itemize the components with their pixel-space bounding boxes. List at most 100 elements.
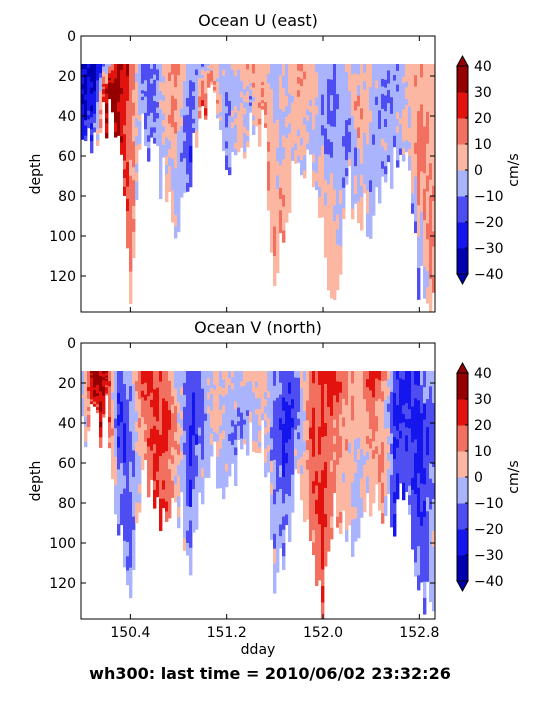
heatmap-cell bbox=[141, 449, 145, 457]
heatmap-cell bbox=[273, 241, 277, 257]
heatmap-cell bbox=[390, 97, 394, 106]
heatmap-cell bbox=[171, 489, 175, 498]
heatmap-cell bbox=[291, 121, 295, 129]
heatmap-cell bbox=[303, 421, 307, 432]
heatmap-cell bbox=[432, 261, 436, 278]
heatmap-cell bbox=[204, 420, 208, 429]
heatmap-cell bbox=[351, 432, 355, 446]
heatmap-cell bbox=[423, 188, 427, 205]
heatmap-cell bbox=[390, 422, 394, 434]
heatmap-cell bbox=[120, 422, 124, 433]
heatmap-cell bbox=[393, 415, 397, 427]
heatmap-cell bbox=[165, 119, 169, 129]
heatmap-cell bbox=[393, 448, 397, 460]
heatmap-cell bbox=[396, 91, 400, 99]
heatmap-cell bbox=[402, 405, 406, 415]
heatmap-cell bbox=[225, 479, 229, 488]
heatmap-cell bbox=[366, 144, 370, 157]
heatmap-cell bbox=[117, 130, 121, 136]
heatmap-cell bbox=[243, 419, 247, 425]
heatmap-cell bbox=[204, 470, 208, 478]
heatmap-cell bbox=[321, 64, 325, 75]
heatmap-cell bbox=[366, 201, 370, 214]
heatmap-cell bbox=[189, 411, 193, 426]
heatmap-cell bbox=[240, 69, 244, 76]
heatmap-cell bbox=[273, 430, 277, 446]
heatmap-cell bbox=[192, 499, 196, 512]
heatmap-cell bbox=[270, 139, 274, 153]
heatmap-cell bbox=[345, 128, 349, 137]
heatmap-cell bbox=[174, 122, 178, 134]
heatmap-cell bbox=[201, 77, 205, 82]
heatmap-cell bbox=[222, 464, 226, 474]
heatmap-cell bbox=[276, 518, 280, 533]
heatmap-cell bbox=[372, 134, 376, 146]
heatmap-cell bbox=[402, 465, 406, 475]
heatmap-cell bbox=[273, 167, 277, 183]
heatmap-cell bbox=[186, 371, 190, 384]
heatmap-cell bbox=[93, 399, 97, 403]
heatmap-cell bbox=[378, 138, 382, 148]
heatmap-cell bbox=[363, 150, 367, 159]
heatmap-cell bbox=[189, 506, 193, 521]
heatmap-cell bbox=[192, 510, 196, 522]
heatmap-cell bbox=[174, 397, 178, 407]
heatmap-cell bbox=[288, 143, 292, 154]
heatmap-cell bbox=[318, 64, 322, 75]
heatmap-cell bbox=[207, 378, 211, 386]
heatmap-cell bbox=[378, 398, 382, 409]
heatmap-cell bbox=[366, 387, 370, 396]
heatmap-cell bbox=[192, 123, 196, 129]
heatmap-cell bbox=[285, 401, 289, 413]
heatmap-cell bbox=[378, 110, 382, 121]
heatmap-cell bbox=[99, 73, 103, 79]
heatmap-cell bbox=[171, 127, 175, 139]
heatmap-cell bbox=[390, 443, 394, 455]
heatmap-cell bbox=[159, 477, 163, 489]
heatmap-cell bbox=[198, 103, 202, 108]
heatmap-cell bbox=[348, 463, 352, 474]
heatmap-cell bbox=[276, 203, 280, 218]
heatmap-cell bbox=[366, 224, 370, 237]
heatmap-cell bbox=[147, 115, 151, 123]
heatmap-cell bbox=[102, 91, 106, 95]
heatmap-cell bbox=[204, 78, 208, 83]
heatmap-cell bbox=[381, 161, 385, 170]
heatmap-cell bbox=[336, 214, 340, 230]
heatmap-cell bbox=[312, 530, 316, 543]
heatmap-cell bbox=[279, 371, 283, 384]
heatmap-cell bbox=[378, 64, 382, 74]
heatmap-cell bbox=[354, 461, 358, 474]
heatmap-cell bbox=[408, 99, 412, 107]
heatmap-cell bbox=[351, 531, 355, 545]
heatmap-cell bbox=[315, 89, 319, 98]
heatmap-cell bbox=[282, 194, 286, 208]
heatmap-cell bbox=[294, 410, 298, 418]
heatmap-cell bbox=[270, 164, 274, 178]
heatmap-cell bbox=[315, 181, 319, 191]
heatmap-cell bbox=[318, 166, 322, 177]
heatmap-cell bbox=[162, 480, 166, 490]
heatmap-cell bbox=[177, 391, 181, 403]
heatmap-cell bbox=[381, 452, 385, 463]
heatmap-cell bbox=[207, 449, 211, 457]
heatmap-cell bbox=[213, 413, 217, 419]
heatmap-cell bbox=[339, 92, 343, 107]
heatmap-cell bbox=[123, 178, 127, 188]
heatmap-cell bbox=[138, 380, 142, 391]
heatmap-cell bbox=[180, 64, 184, 74]
heatmap-cell bbox=[270, 427, 274, 439]
heatmap-cell bbox=[363, 389, 367, 400]
heatmap-cell bbox=[396, 422, 400, 432]
heatmap-cell bbox=[234, 130, 238, 138]
heatmap-cell bbox=[126, 371, 130, 386]
heatmap-cell bbox=[327, 124, 331, 140]
heatmap-cell bbox=[270, 393, 274, 406]
heatmap-cell bbox=[156, 412, 160, 422]
heatmap-cell bbox=[174, 379, 178, 389]
heatmap-cell bbox=[408, 457, 412, 467]
heatmap-cell bbox=[180, 403, 184, 412]
heatmap-cell bbox=[147, 96, 151, 104]
heatmap-cell bbox=[207, 427, 211, 436]
heatmap-cell bbox=[306, 132, 310, 139]
